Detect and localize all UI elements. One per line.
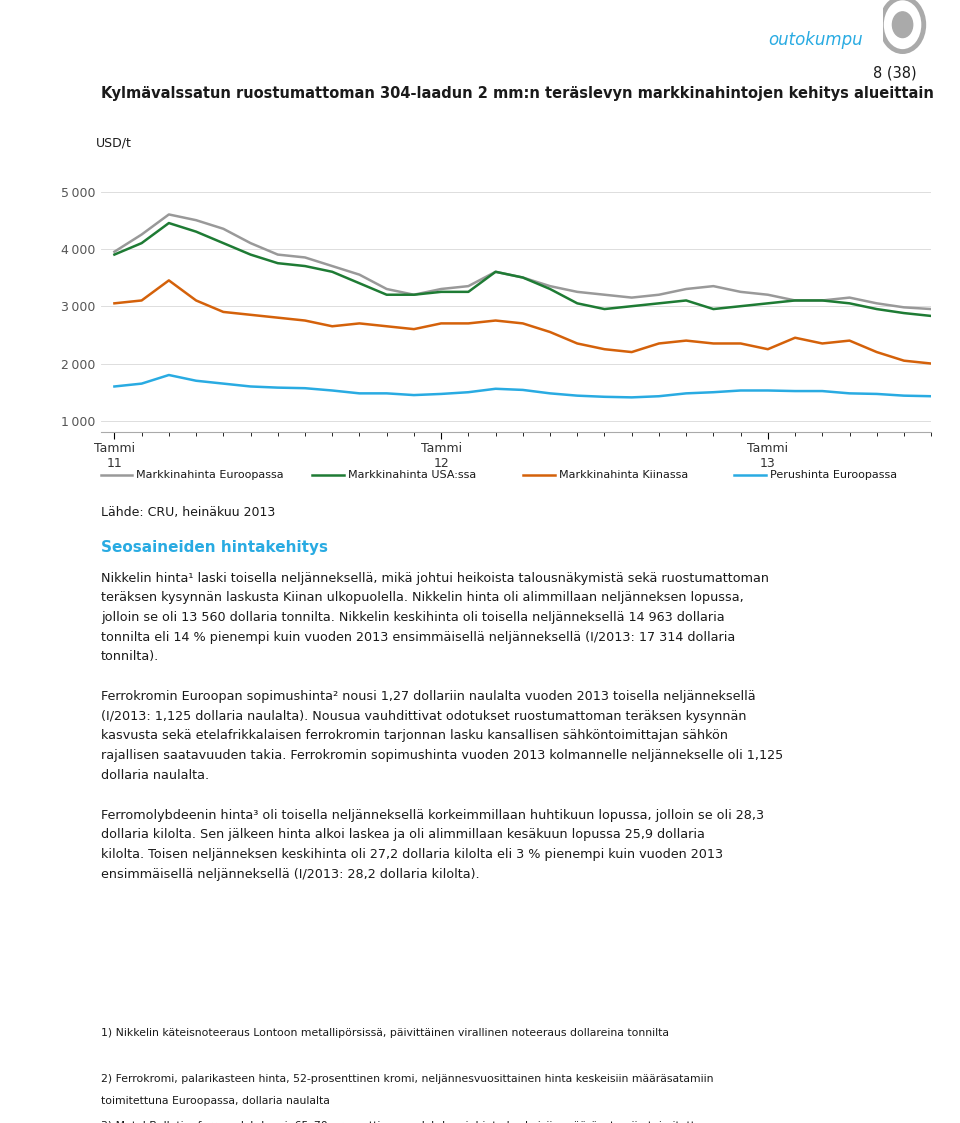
Text: Seosaineiden hintakehitys: Seosaineiden hintakehitys <box>101 540 327 555</box>
Text: Ferrokromin Euroopan sopimushinta² nousi 1,27 dollariin naulalta vuoden 2013 toi: Ferrokromin Euroopan sopimushinta² nousi… <box>101 691 756 703</box>
Text: tonnilta eli 14 % pienempi kuin vuoden 2013 ensimmäisellä neljänneksellä (I/2013: tonnilta eli 14 % pienempi kuin vuoden 2… <box>101 631 735 643</box>
Text: USD/t: USD/t <box>96 136 132 149</box>
Text: 8 (38): 8 (38) <box>874 65 917 80</box>
Text: teräksen kysynnän laskusta Kiinan ulkopuolella. Nikkelin hinta oli alimmillaan n: teräksen kysynnän laskusta Kiinan ulkopu… <box>101 592 744 604</box>
Text: Markkinahinta Kiinassa: Markkinahinta Kiinassa <box>559 471 688 480</box>
Text: jolloin se oli 13 560 dollaria tonnilta. Nikkelin keskihinta oli toisella neljän: jolloin se oli 13 560 dollaria tonnilta.… <box>101 611 725 624</box>
Circle shape <box>893 12 913 37</box>
Text: kasvusta sekä etelafrikkalaisen ferrokromin tarjonnan lasku kansallisen sähkönto: kasvusta sekä etelafrikkalaisen ferrokro… <box>101 730 728 742</box>
Text: Markkinahinta Euroopassa: Markkinahinta Euroopassa <box>136 471 284 480</box>
Text: Kylmävalssatun ruostumattoman 304-laadun 2 mm:n teräslevyn markkinahintojen kehi: Kylmävalssatun ruostumattoman 304-laadun… <box>101 86 934 101</box>
Text: dollaria kilolta. Sen jälkeen hinta alkoi laskea ja oli alimmillaan kesäkuun lop: dollaria kilolta. Sen jälkeen hinta alko… <box>101 829 705 841</box>
Text: 1) Nikkelin käteisnoteeraus Lontoon metallipörsissä, päivittäinen virallinen not: 1) Nikkelin käteisnoteeraus Lontoon meta… <box>101 1028 669 1038</box>
Text: kilolta. Toisen neljänneksen keskihinta oli 27,2 dollaria kilolta eli 3 % pienem: kilolta. Toisen neljänneksen keskihinta … <box>101 848 723 861</box>
Text: toimitettuna Euroopassa, dollaria naulalta: toimitettuna Euroopassa, dollaria naulal… <box>101 1096 329 1106</box>
Text: rajallisen saatavuuden takia. Ferrokromin sopimushinta vuoden 2013 kolmannelle n: rajallisen saatavuuden takia. Ferrokromi… <box>101 749 783 763</box>
Text: (I/2013: 1,125 dollaria naulalta). Nousua vauhdittivat odotukset ruostumattoman : (I/2013: 1,125 dollaria naulalta). Nousu… <box>101 710 746 723</box>
Text: 3) Metal Bulletin: ferromolybdeeni, 65–70-prosenttinen molybdeeni, hinta keskeis: 3) Metal Bulletin: ferromolybdeeni, 65–7… <box>101 1122 715 1123</box>
Text: Ferromolybdeenin hinta³ oli toisella neljänneksellä korkeimmillaan huhtikuun lop: Ferromolybdeenin hinta³ oli toisella nel… <box>101 809 764 822</box>
Text: Perushinta Euroopassa: Perushinta Euroopassa <box>770 471 897 480</box>
Text: 2) Ferrokromi, palarikasteen hinta, 52-prosenttinen kromi, neljännesvuosittainen: 2) Ferrokromi, palarikasteen hinta, 52-p… <box>101 1075 713 1085</box>
Text: Nikkelin hinta¹ laski toisella neljänneksellä, mikä johtui heikoista talousnäkym: Nikkelin hinta¹ laski toisella neljännek… <box>101 572 769 585</box>
Text: Markkinahinta USA:ssa: Markkinahinta USA:ssa <box>348 471 476 480</box>
Text: tonnilta).: tonnilta). <box>101 650 159 664</box>
Text: Lähde: CRU, heinäkuu 2013: Lähde: CRU, heinäkuu 2013 <box>101 506 276 520</box>
Text: outokumpu: outokumpu <box>768 31 863 49</box>
Text: dollaria naulalta.: dollaria naulalta. <box>101 769 209 782</box>
Text: ensimmäisellä neljänneksellä (I/2013: 28,2 dollaria kilolta).: ensimmäisellä neljänneksellä (I/2013: 28… <box>101 868 479 880</box>
